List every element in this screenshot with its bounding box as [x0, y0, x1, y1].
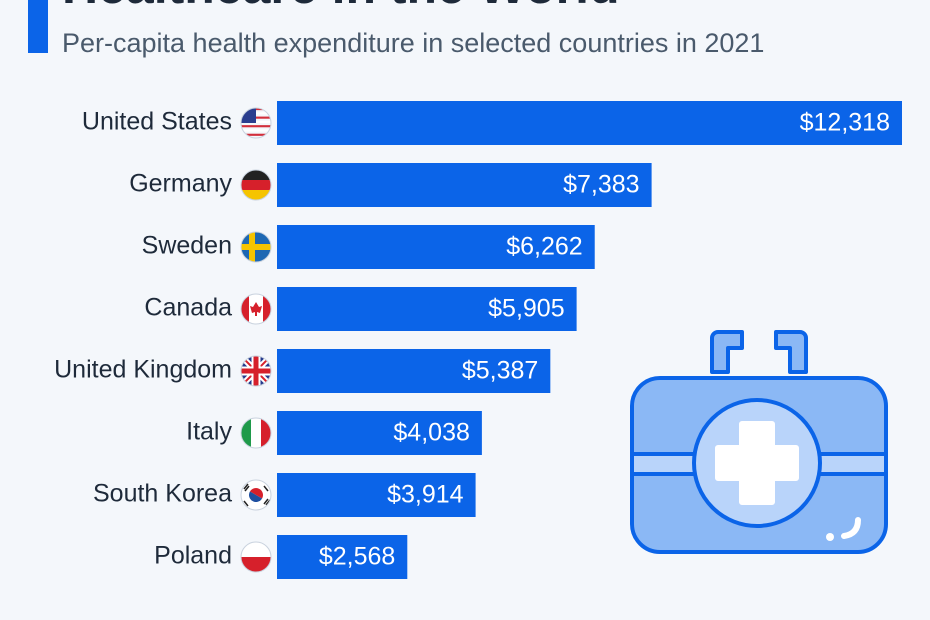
flag-part [241, 356, 271, 386]
flag-part [243, 483, 271, 507]
flag-part [249, 232, 255, 262]
flag-icon [241, 542, 271, 572]
flag-outline [240, 293, 272, 325]
flag-part [241, 133, 271, 136]
flag-outline [240, 107, 272, 139]
chart-title: Healthcare in the World [62, 0, 620, 14]
flag-part [263, 294, 271, 324]
value-label: $6,262 [506, 233, 582, 261]
flag-icon [241, 170, 271, 200]
flag-outline [240, 169, 272, 201]
value-label: $2,568 [319, 543, 395, 571]
flag-icon [241, 108, 271, 136]
flag-outline [240, 231, 272, 263]
category-label: United Kingdom [54, 356, 232, 384]
category-label: South Korea [93, 480, 232, 508]
flag-part [241, 542, 271, 557]
bar [277, 349, 551, 393]
flag-part [241, 244, 271, 250]
flag-part [251, 418, 261, 448]
flag-outline [240, 417, 272, 449]
chart-subtitle: Per-capita health expenditure in selecte… [62, 28, 764, 58]
category-label: United States [82, 108, 232, 136]
flag-icon [241, 294, 271, 324]
value-label: $3,914 [387, 481, 464, 509]
bar [277, 473, 476, 517]
flag-part [249, 491, 263, 502]
flag-outline [240, 355, 272, 387]
flag-icon [241, 356, 271, 386]
flag-outline [240, 541, 272, 573]
bar [277, 535, 408, 579]
flag-icon [241, 480, 271, 510]
flag-part [241, 129, 271, 132]
value-label: $7,383 [563, 171, 639, 199]
flag-part [241, 294, 249, 324]
flag-part [250, 302, 262, 316]
flag-part [249, 488, 263, 499]
value-label: $5,387 [462, 357, 538, 385]
flag-icon [241, 418, 271, 448]
bar [277, 287, 577, 331]
bar [277, 101, 902, 145]
category-label: Poland [154, 542, 232, 570]
flag-part [241, 180, 271, 190]
category-label: Italy [186, 418, 232, 446]
flag-part [261, 418, 271, 448]
value-label: $4,038 [393, 419, 469, 447]
category-label: Sweden [142, 232, 232, 260]
flag-part [241, 418, 251, 448]
flag-part [241, 170, 271, 180]
bar [277, 225, 595, 269]
flag-part [241, 190, 271, 200]
title-accent [28, 0, 48, 53]
bar [277, 163, 652, 207]
category-label: Germany [129, 170, 232, 198]
flag-icon [241, 232, 271, 262]
value-label: $12,318 [800, 109, 890, 137]
value-label: $5,905 [488, 295, 564, 323]
flag-outline [240, 479, 272, 511]
medical-kit-icon [630, 330, 888, 554]
category-label: Canada [144, 294, 232, 322]
flag-part [241, 125, 271, 128]
bar [277, 411, 482, 455]
flag-part [241, 557, 271, 572]
